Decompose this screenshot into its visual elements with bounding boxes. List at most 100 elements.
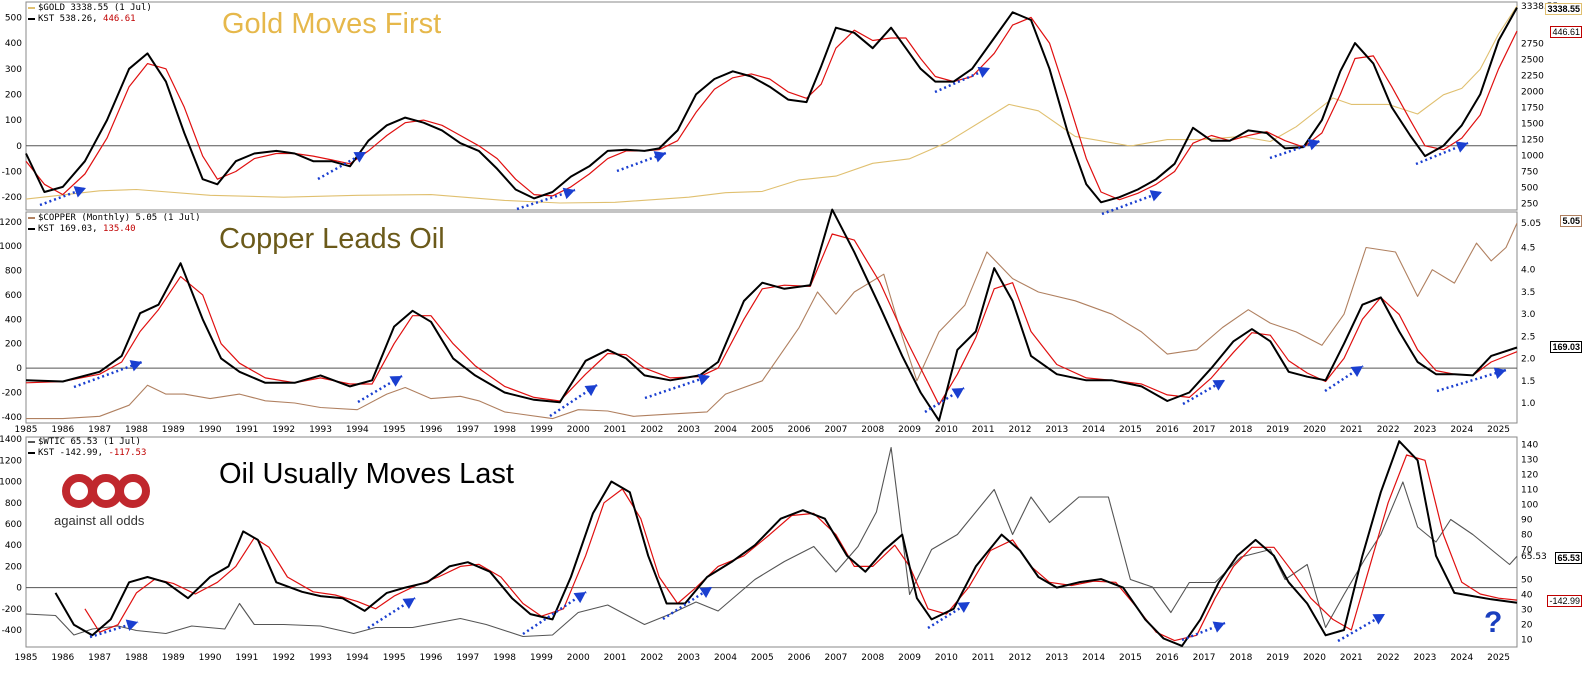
x-tick-label: 1986: [51, 653, 74, 663]
right-tick-label: 2000: [1521, 88, 1544, 98]
right-tick-label: 30: [1521, 606, 1533, 616]
left-tick-label: 500: [5, 13, 22, 23]
right-tick-label: 1.5: [1521, 377, 1535, 387]
right-tick-label: 40: [1521, 591, 1533, 601]
x-tick-label: 2000: [567, 653, 590, 663]
trend-arrow-head: [697, 373, 710, 386]
trend-arrow-head: [1493, 367, 1506, 379]
x-tick-label: 2020: [1303, 653, 1326, 663]
trend-arrow-head: [1212, 380, 1225, 391]
x-tick-label: 2016: [1156, 653, 1179, 663]
copper-last-kst: 169.03: [1550, 341, 1582, 353]
trend-arrow-head: [129, 360, 142, 372]
x-tick-label: 2015: [1119, 425, 1142, 435]
trend-arrow-head: [1372, 614, 1385, 625]
logo-text: against all odds: [54, 513, 145, 528]
trend-arrow-head: [1350, 366, 1363, 378]
right-tick-label: 2750: [1521, 40, 1544, 50]
x-tick-label: 1985: [15, 653, 38, 663]
right-tick-label: 100: [1521, 501, 1538, 511]
gold-kst-swatch: [28, 17, 35, 20]
oil-legend: $WTIC 65.53 (1 Jul) KST -142.99, -117.53: [28, 437, 146, 459]
left-tick-label: -400: [2, 413, 23, 423]
left-tick-label: 0: [16, 364, 22, 374]
gold-last-price: 3338.55: [1545, 3, 1582, 15]
x-tick-label: 2009: [898, 653, 921, 663]
series-kst-signal: [25, 233, 1518, 406]
trend-arrow-head: [1455, 141, 1468, 153]
right-tick-label: 80: [1521, 531, 1533, 541]
left-tick-label: 400: [5, 315, 22, 325]
trend-arrow-head: [653, 151, 666, 163]
x-tick-label: 1998: [493, 425, 516, 435]
x-tick-label: 1987: [88, 425, 111, 435]
series-kst: [25, 7, 1518, 204]
left-tick-label: 300: [5, 65, 22, 75]
x-tick-label: 1998: [493, 653, 516, 663]
trend-arrow-line: [1101, 190, 1163, 216]
copper-legend-kst: KST 169.03,: [38, 224, 98, 234]
oil-title: Oil Usually Moves Last: [219, 458, 514, 490]
x-tick-label: 1985: [15, 425, 38, 435]
x-tick-label: 1991: [235, 653, 258, 663]
left-tick-label: 100: [5, 116, 22, 126]
trend-arrow-head: [699, 587, 712, 599]
series-kst-signal: [25, 16, 1518, 201]
x-tick-label: 1999: [530, 653, 553, 663]
x-tick-label: 1996: [420, 425, 443, 435]
trend-arrow-head: [389, 376, 402, 387]
x-tick-label: 2017: [1193, 653, 1216, 663]
x-tick-label: 2008: [861, 425, 884, 435]
trend-arrow-head: [957, 602, 970, 613]
left-tick-label: 0: [16, 584, 22, 594]
right-tick-label: 2.5: [1521, 332, 1535, 342]
trend-arrow-head: [951, 388, 964, 399]
right-tick-label: 50: [1521, 576, 1533, 586]
right-tick-label: 1000: [1521, 152, 1544, 162]
left-tick-label: 1000: [0, 478, 22, 488]
right-tick-label: 140: [1521, 441, 1538, 451]
right-tick-label: 1500: [1521, 120, 1544, 130]
trend-arrow-head: [1307, 138, 1320, 151]
x-tick-label: 2018: [1229, 653, 1252, 663]
left-tick-label: -200: [2, 605, 23, 615]
x-tick-label: 2011: [972, 653, 995, 663]
oil-last-price: 65.53: [1555, 552, 1582, 564]
x-tick-label: 1997: [456, 425, 479, 435]
copper-kst-swatch: [28, 227, 35, 230]
x-tick-label: 2006: [788, 425, 811, 435]
x-tick-label: 2023: [1414, 425, 1437, 435]
left-tick-label: 400: [5, 541, 22, 551]
x-tick-label: 2015: [1119, 653, 1142, 663]
gold-legend-price: $GOLD 3338.55 (1 Jul): [38, 3, 152, 13]
left-tick-label: 800: [5, 499, 22, 509]
left-tick-label: 1200: [0, 218, 22, 228]
x-tick-label: 1992: [272, 425, 295, 435]
logo-ring: [89, 474, 123, 508]
gold-legend: $GOLD 3338.55 (1 Jul) KST 538.26, 446.61: [28, 3, 152, 25]
right-tick-label: 130: [1521, 456, 1538, 466]
x-tick-label: 2002: [640, 425, 663, 435]
copper-last-price: 5.05: [1560, 215, 1582, 227]
trend-arrow-head: [402, 598, 415, 609]
x-tick-label: 2024: [1450, 425, 1473, 435]
panel-frame: [25, 211, 1518, 424]
x-tick-label: 2024: [1450, 653, 1473, 663]
x-tick-label: 2025: [1487, 653, 1510, 663]
x-tick-label: 2009: [898, 425, 921, 435]
x-tick-label: 1989: [162, 653, 185, 663]
right-tick-label: 1.0: [1521, 399, 1536, 409]
question-mark: ?: [1484, 606, 1503, 639]
x-tick-label: 2018: [1229, 425, 1252, 435]
left-tick-label: 200: [5, 90, 22, 100]
x-tick-label: 1986: [51, 425, 74, 435]
right-tick-label: 10: [1521, 636, 1533, 646]
x-tick-label: 1996: [420, 653, 443, 663]
trend-arrow-head: [573, 592, 586, 604]
left-tick-label: 1000: [0, 242, 22, 252]
left-tick-label: 400: [5, 39, 22, 49]
x-tick-label: 1989: [162, 425, 185, 435]
x-tick-label: 2006: [788, 653, 811, 663]
x-tick-label: 2011: [972, 425, 995, 435]
copper-legend: $COPPER (Monthly) 5.05 (1 Jul) KST 169.0…: [28, 213, 201, 235]
